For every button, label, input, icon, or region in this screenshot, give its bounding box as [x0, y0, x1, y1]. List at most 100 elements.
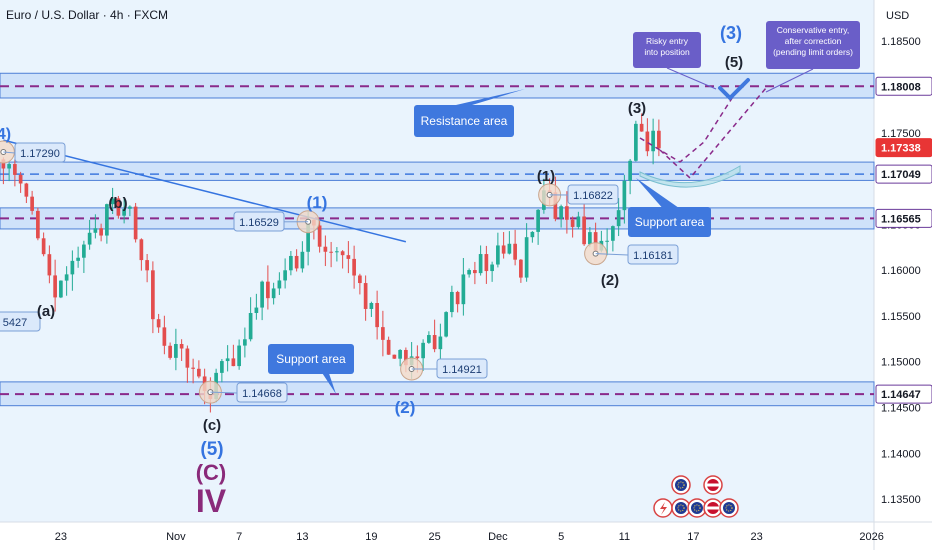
price-label[interactable]: 1.17290 — [0, 141, 65, 163]
event-flag-icon-stripe — [707, 507, 719, 510]
candle-body — [186, 349, 190, 368]
note-text: (pending limit orders) — [773, 47, 853, 57]
candle-body — [168, 346, 172, 358]
price-badge[interactable]: 1.18008 — [876, 77, 932, 95]
price-label-text: 1.14668 — [242, 388, 282, 400]
candle-body — [623, 181, 627, 210]
candle-body — [59, 281, 63, 298]
candle-body — [398, 350, 402, 359]
wave-label: (c) — [203, 417, 221, 434]
y-tick-label: 1.16000 — [881, 265, 921, 277]
candle-body — [140, 239, 144, 260]
candle-body — [467, 270, 471, 274]
price-label[interactable]: 1.16529 — [234, 211, 319, 233]
candle — [444, 311, 448, 337]
us-flag-icon-stripe — [707, 484, 719, 487]
candle-body — [13, 164, 17, 175]
eu-flag-icon-fill — [675, 479, 687, 491]
x-tick-label: Nov — [166, 531, 186, 543]
candle-body — [249, 313, 253, 339]
candle-body — [30, 197, 34, 211]
lightning-icon[interactable] — [654, 499, 672, 517]
x-tick-label: 11 — [619, 531, 630, 543]
candle — [59, 280, 63, 298]
event-flag-icon[interactable] — [720, 499, 738, 517]
event-flag-icon-fill — [675, 502, 687, 514]
x-tick-label: 17 — [687, 531, 699, 543]
x-tick-label: 5 — [558, 531, 564, 543]
wave-label: (5) — [725, 54, 743, 71]
candle-body — [364, 283, 368, 309]
candle-body — [295, 256, 299, 268]
candle — [36, 208, 40, 241]
candle-body — [243, 339, 247, 345]
candle-body — [180, 344, 184, 349]
y-tick-label: 1.18500 — [881, 36, 921, 48]
candle-body — [94, 228, 98, 233]
candle-body — [197, 369, 201, 377]
candle-body — [53, 275, 57, 297]
price-badge-text: 1.16565 — [881, 213, 921, 225]
eu-flag-icon[interactable] — [672, 476, 690, 494]
candle-body — [577, 217, 581, 227]
candle-body — [283, 270, 287, 280]
candle-body — [525, 237, 529, 277]
x-tick-label: 25 — [429, 531, 441, 543]
candle-body — [479, 254, 483, 273]
candle-body — [226, 358, 230, 361]
y-tick-label: 1.13500 — [881, 494, 921, 506]
candle-body — [588, 232, 592, 244]
candle-body — [134, 207, 138, 240]
candle-body — [513, 244, 517, 260]
x-tick-label: 23 — [751, 531, 763, 543]
price-badge[interactable]: 1.16565 — [876, 209, 932, 227]
price-label-text: 1.16529 — [239, 217, 279, 229]
candle-body — [536, 210, 540, 232]
candle-body — [163, 327, 167, 345]
candle-body — [628, 161, 632, 181]
candle-body — [519, 260, 523, 278]
price-badge-text: 1.14647 — [881, 389, 921, 401]
wave-label: (2) — [601, 272, 619, 289]
note-text: into position — [644, 47, 690, 57]
wave-label: (1) — [537, 168, 555, 185]
candle-body — [387, 340, 391, 355]
wave-label: (1) — [307, 193, 328, 212]
candle-body — [416, 356, 420, 358]
us-flag-icon[interactable] — [704, 476, 722, 494]
y-tick-label: 1.17500 — [881, 128, 921, 140]
price-label[interactable]: 1.16181 — [585, 243, 678, 265]
symbol-title: Euro / U.S. Dollar · 4h · FXCM — [6, 8, 168, 22]
candle-body — [220, 361, 224, 373]
candle-body — [640, 124, 644, 132]
candle-body — [381, 327, 385, 340]
x-tick-label: 13 — [296, 531, 308, 543]
candle-body — [427, 335, 431, 343]
candle-body — [266, 282, 270, 299]
candle-body — [48, 254, 52, 275]
currency-label[interactable]: USD — [886, 10, 909, 22]
price-label[interactable]: 1.16822 — [539, 184, 618, 206]
wave-label: IV — [196, 483, 227, 519]
price-badge[interactable]: 1.14647 — [876, 385, 932, 403]
candle-body — [324, 247, 328, 252]
price-label[interactable]: 1.14921 — [401, 358, 487, 380]
candle-body — [42, 238, 46, 254]
x-tick-label: 19 — [365, 531, 377, 543]
price-label[interactable]: 5427 — [0, 312, 40, 331]
candle-body — [260, 282, 264, 308]
y-tick-label: 1.15500 — [881, 311, 921, 323]
price-label-text: 1.16181 — [633, 250, 673, 262]
price-label-text: 5427 — [3, 317, 27, 329]
candle-body — [19, 175, 23, 184]
price-badge[interactable]: 1.17338 — [876, 139, 932, 157]
price-label[interactable]: 1.14668 — [199, 381, 287, 403]
candle-body — [571, 220, 575, 227]
candle — [634, 121, 638, 162]
price-badge[interactable]: 1.17049 — [876, 165, 932, 183]
candle-body — [237, 346, 241, 367]
candle-body — [444, 312, 448, 336]
candle-body — [335, 251, 339, 252]
